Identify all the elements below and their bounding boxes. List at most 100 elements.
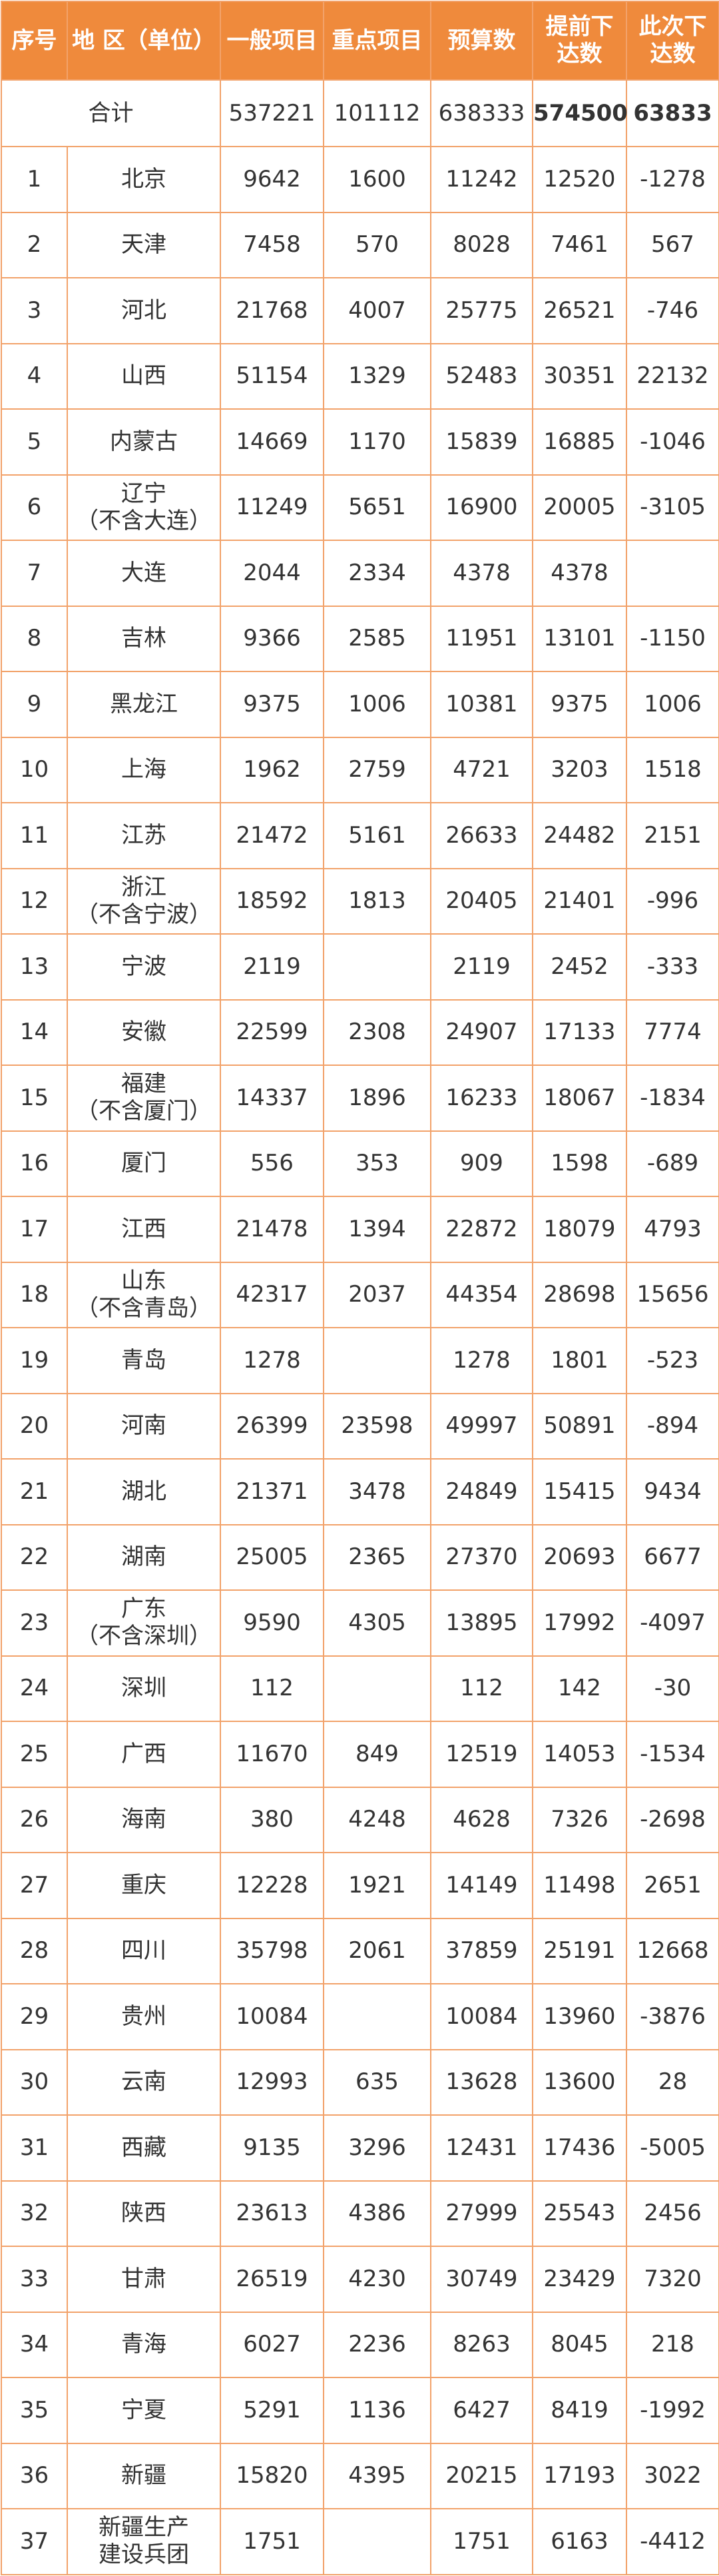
value-cell: 21768 bbox=[220, 277, 324, 344]
value-cell: -996 bbox=[626, 867, 719, 935]
value-cell: 1600 bbox=[323, 146, 431, 213]
data-row: 21 湖北 21371 3478 24849 15415 9434 bbox=[1, 1458, 719, 1525]
cell-line: 达数 bbox=[650, 41, 696, 67]
cell-line: 上海 bbox=[121, 756, 166, 783]
cell-line: 新疆 bbox=[121, 2462, 166, 2489]
value-cell: 13 bbox=[1, 933, 68, 1001]
value-cell: 2651 bbox=[626, 1852, 719, 1919]
region-cell: 河南 bbox=[67, 1392, 221, 1460]
data-row: 36 新疆 15820 4395 20215 17193 3022 bbox=[1, 2442, 719, 2509]
value-cell: 8 bbox=[1, 605, 68, 672]
data-row: 14 安徽 22599 2308 24907 17133 7774 bbox=[1, 999, 719, 1066]
value-cell: 32 bbox=[1, 2180, 68, 2247]
value-cell bbox=[323, 933, 431, 1001]
cell-line: 大连 bbox=[121, 559, 166, 586]
value-cell: 13600 bbox=[532, 2048, 627, 2116]
value-cell: 5291 bbox=[220, 2377, 324, 2444]
region-cell: 新疆 bbox=[67, 2442, 221, 2509]
data-row: 18 山东 （不含青岛） 42317 2037 44354 28698 15656 bbox=[1, 1261, 719, 1328]
value-cell: -1534 bbox=[626, 1721, 719, 1788]
cell-line: 内蒙古 bbox=[110, 428, 178, 455]
value-cell: 142 bbox=[532, 1655, 627, 1722]
cell-line: 厦门 bbox=[121, 1150, 166, 1177]
value-cell: 25543 bbox=[532, 2180, 627, 2247]
data-row: 22 湖南 25005 2365 27370 20693 6677 bbox=[1, 1523, 719, 1591]
region-cell: 深圳 bbox=[67, 1655, 221, 1722]
value-cell: 19 bbox=[1, 1327, 68, 1394]
value-cell: 112 bbox=[220, 1655, 324, 1722]
value-cell: 28 bbox=[1, 1917, 68, 1984]
cell-line: 河北 bbox=[121, 296, 166, 324]
cell-line: 陕西 bbox=[121, 2200, 166, 2227]
value-cell: 1 bbox=[1, 146, 68, 213]
value-cell: 21478 bbox=[220, 1196, 324, 1263]
cell-line: 河南 bbox=[121, 1412, 166, 1440]
value-cell: -1150 bbox=[626, 605, 719, 672]
value-cell: 13960 bbox=[532, 1983, 627, 2050]
value-cell: 7458 bbox=[220, 211, 324, 278]
value-cell: 28698 bbox=[532, 1261, 627, 1328]
value-cell: 21371 bbox=[220, 1458, 324, 1525]
value-cell: 2759 bbox=[323, 736, 431, 803]
value-cell: 17193 bbox=[532, 2442, 627, 2509]
data-row: 28 四川 35798 2061 37859 25191 12668 bbox=[1, 1917, 719, 1984]
value-cell: 567 bbox=[626, 211, 719, 278]
value-cell: 16233 bbox=[430, 1065, 533, 1132]
value-cell: 4378 bbox=[532, 540, 627, 607]
value-cell: 2452 bbox=[532, 933, 627, 1001]
value-cell: 4248 bbox=[323, 1786, 431, 1853]
value-cell: 23 bbox=[1, 1589, 68, 1657]
cell-line: （不含大连） bbox=[76, 507, 212, 534]
value-cell: 26521 bbox=[532, 277, 627, 344]
value-cell: 9135 bbox=[220, 2114, 324, 2182]
value-cell: 14337 bbox=[220, 1065, 324, 1132]
value-cell: 17133 bbox=[532, 999, 627, 1066]
total-row: 合计 537221 101112 638333 574500 63833 bbox=[1, 79, 719, 147]
value-cell: 26519 bbox=[220, 2246, 324, 2313]
value-cell: 1278 bbox=[430, 1327, 533, 1394]
region-cell: 青海 bbox=[67, 2311, 221, 2378]
data-row: 33 甘肃 26519 4230 30749 23429 7320 bbox=[1, 2246, 719, 2313]
value-cell: 15839 bbox=[430, 408, 533, 476]
region-cell: 海南 bbox=[67, 1786, 221, 1853]
data-row: 24 深圳 112 112 142 -30 bbox=[1, 1655, 719, 1722]
region-cell: 大连 bbox=[67, 540, 221, 607]
region-cell: 江苏 bbox=[67, 802, 221, 869]
cell-line: （不含厦门） bbox=[76, 1098, 212, 1125]
header-cell: 一般项目 bbox=[220, 1, 324, 81]
value-cell: 18 bbox=[1, 1261, 68, 1328]
value-cell: 30749 bbox=[430, 2246, 533, 2313]
value-cell: 20 bbox=[1, 1392, 68, 1460]
value-cell: -30 bbox=[626, 1655, 719, 1722]
value-cell: 52483 bbox=[430, 342, 533, 410]
value-cell: -4412 bbox=[626, 2508, 719, 2575]
value-cell: 9590 bbox=[220, 1589, 324, 1657]
value-cell: 16900 bbox=[430, 474, 533, 541]
region-cell: 吉林 bbox=[67, 605, 221, 672]
value-cell: 10084 bbox=[430, 1983, 533, 2050]
region-cell: 浙江 （不含宁波） bbox=[67, 867, 221, 935]
value-cell: 29 bbox=[1, 1983, 68, 2050]
region-cell: 内蒙古 bbox=[67, 408, 221, 476]
value-cell: 51154 bbox=[220, 342, 324, 410]
value-cell: 8045 bbox=[532, 2311, 627, 2378]
value-cell bbox=[323, 1327, 431, 1394]
region-cell: 云南 bbox=[67, 2048, 221, 2116]
value-cell: 5651 bbox=[323, 474, 431, 541]
value-cell: 4 bbox=[1, 342, 68, 410]
value-cell: 5161 bbox=[323, 802, 431, 869]
value-cell: 20693 bbox=[532, 1523, 627, 1591]
cell-line: 江西 bbox=[121, 1215, 166, 1242]
value-cell: -1278 bbox=[626, 146, 719, 213]
value-cell: 25191 bbox=[532, 1917, 627, 1984]
value-cell: 2061 bbox=[323, 1917, 431, 1984]
header-cell: 预算数 bbox=[430, 1, 533, 81]
value-cell: 13628 bbox=[430, 2048, 533, 2116]
cell-line: 甘肃 bbox=[121, 2265, 166, 2292]
data-row: 10 上海 1962 2759 4721 3203 1518 bbox=[1, 736, 719, 803]
region-cell: 陕西 bbox=[67, 2180, 221, 2247]
value-cell: 556 bbox=[220, 1130, 324, 1197]
region-cell: 上海 bbox=[67, 736, 221, 803]
cell-line: 福建 bbox=[121, 1071, 166, 1098]
data-row: 16 厦门 556 353 909 1598 -689 bbox=[1, 1130, 719, 1197]
